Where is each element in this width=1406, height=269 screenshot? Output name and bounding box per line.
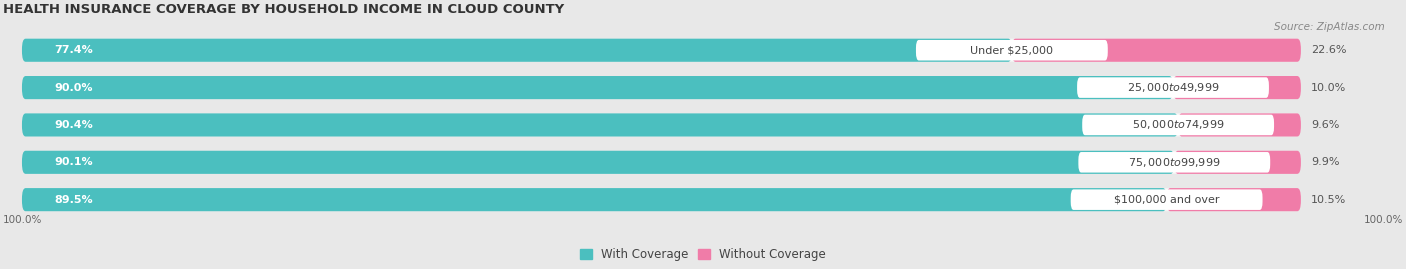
FancyBboxPatch shape [22, 151, 1174, 174]
Text: 90.4%: 90.4% [53, 120, 93, 130]
Text: $75,000 to $99,999: $75,000 to $99,999 [1128, 156, 1220, 169]
FancyBboxPatch shape [22, 188, 1301, 211]
Text: Source: ZipAtlas.com: Source: ZipAtlas.com [1274, 22, 1385, 31]
Text: $100,000 and over: $100,000 and over [1114, 195, 1219, 205]
Text: $25,000 to $49,999: $25,000 to $49,999 [1126, 81, 1219, 94]
Legend: With Coverage, Without Coverage: With Coverage, Without Coverage [575, 243, 831, 266]
Text: 100.0%: 100.0% [1364, 215, 1403, 225]
FancyBboxPatch shape [1012, 39, 1301, 62]
FancyBboxPatch shape [1167, 188, 1301, 211]
FancyBboxPatch shape [1078, 152, 1270, 173]
Text: 89.5%: 89.5% [53, 195, 93, 205]
FancyBboxPatch shape [1173, 76, 1301, 99]
FancyBboxPatch shape [1077, 77, 1270, 98]
FancyBboxPatch shape [22, 39, 1301, 62]
Text: Under $25,000: Under $25,000 [970, 45, 1053, 55]
FancyBboxPatch shape [22, 76, 1173, 99]
FancyBboxPatch shape [22, 76, 1301, 99]
Text: 9.6%: 9.6% [1312, 120, 1340, 130]
Text: 90.1%: 90.1% [53, 157, 93, 167]
FancyBboxPatch shape [915, 40, 1108, 61]
Text: 90.0%: 90.0% [53, 83, 93, 93]
FancyBboxPatch shape [22, 151, 1301, 174]
Text: 10.5%: 10.5% [1312, 195, 1347, 205]
Text: HEALTH INSURANCE COVERAGE BY HOUSEHOLD INCOME IN CLOUD COUNTY: HEALTH INSURANCE COVERAGE BY HOUSEHOLD I… [3, 3, 564, 16]
Text: 100.0%: 100.0% [3, 215, 42, 225]
Text: 9.9%: 9.9% [1312, 157, 1340, 167]
Text: 77.4%: 77.4% [53, 45, 93, 55]
FancyBboxPatch shape [22, 113, 1301, 137]
FancyBboxPatch shape [22, 188, 1167, 211]
FancyBboxPatch shape [1174, 151, 1301, 174]
FancyBboxPatch shape [1071, 189, 1263, 210]
FancyBboxPatch shape [22, 113, 1178, 137]
FancyBboxPatch shape [22, 39, 1012, 62]
FancyBboxPatch shape [1083, 115, 1274, 135]
FancyBboxPatch shape [1178, 113, 1301, 137]
Text: 10.0%: 10.0% [1312, 83, 1347, 93]
Text: 22.6%: 22.6% [1312, 45, 1347, 55]
Text: $50,000 to $74,999: $50,000 to $74,999 [1132, 118, 1225, 132]
